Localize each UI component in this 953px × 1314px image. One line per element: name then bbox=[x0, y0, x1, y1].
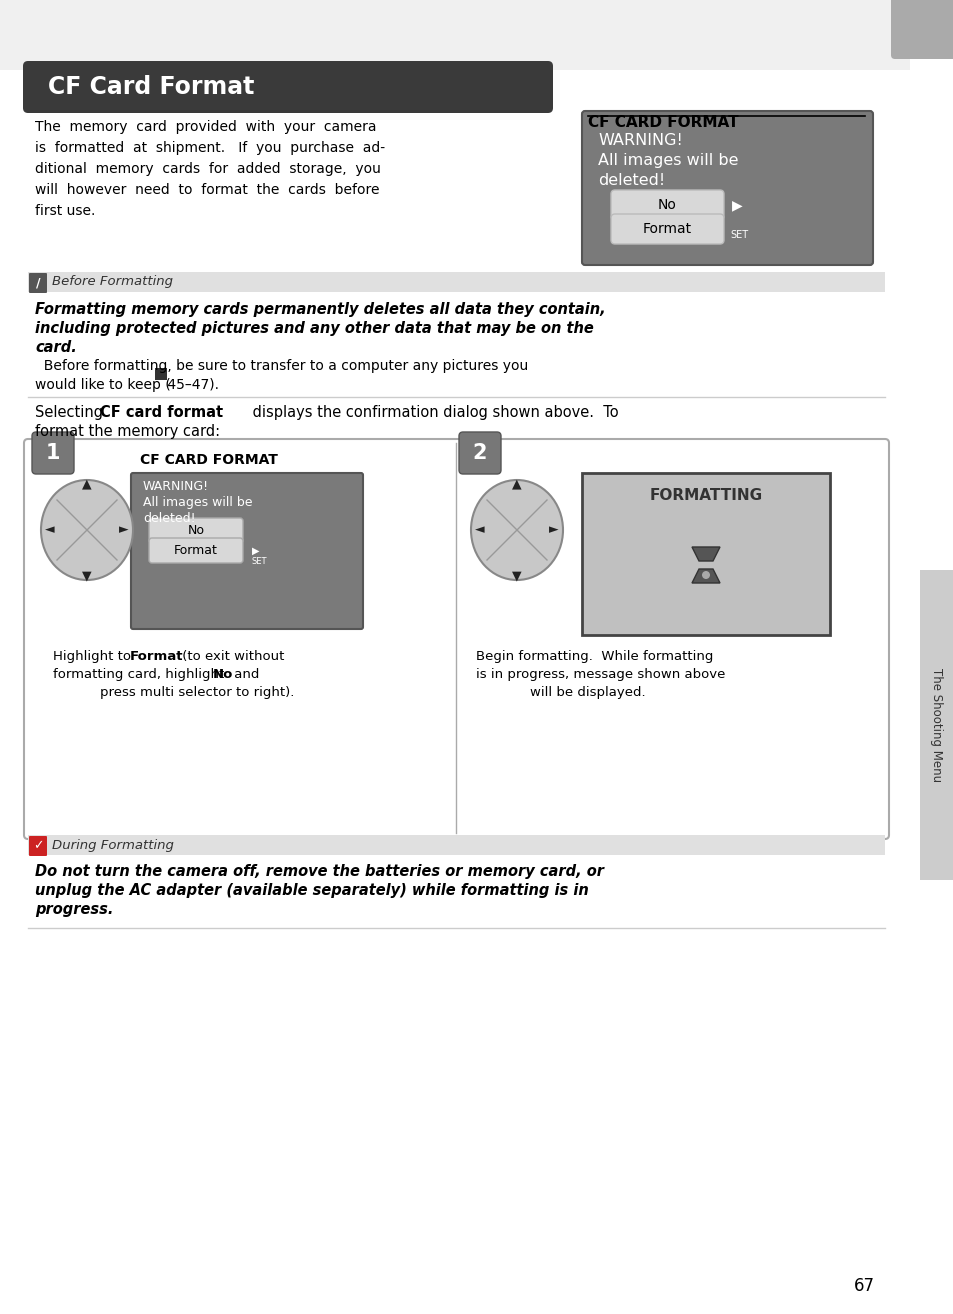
Text: SET: SET bbox=[729, 230, 747, 240]
Text: ▲: ▲ bbox=[82, 477, 91, 490]
Text: would like to keep (: would like to keep ( bbox=[35, 378, 171, 392]
Bar bbox=[28, 834, 884, 855]
Text: unplug the AC adapter (available separately) while formatting is in: unplug the AC adapter (available separat… bbox=[35, 883, 588, 897]
Text: 1: 1 bbox=[46, 443, 60, 463]
Text: Selecting: Selecting bbox=[35, 405, 108, 420]
Text: 45–47).: 45–47). bbox=[163, 378, 219, 392]
Text: During Formatting: During Formatting bbox=[52, 838, 173, 851]
Text: ▶: ▶ bbox=[731, 198, 741, 212]
Ellipse shape bbox=[41, 480, 132, 579]
Text: CF CARD FORMAT: CF CARD FORMAT bbox=[587, 116, 738, 130]
Text: will be displayed.: will be displayed. bbox=[530, 686, 645, 699]
Ellipse shape bbox=[471, 480, 562, 579]
Text: Before formatting, be sure to transfer to a computer any pictures you: Before formatting, be sure to transfer t… bbox=[35, 359, 528, 373]
FancyBboxPatch shape bbox=[24, 439, 888, 840]
Bar bbox=[28, 272, 884, 292]
Text: Format: Format bbox=[641, 222, 691, 237]
Text: formatting card, highlight: formatting card, highlight bbox=[53, 668, 229, 681]
Polygon shape bbox=[691, 547, 720, 561]
Bar bbox=[919, 570, 953, 880]
Text: ▶: ▶ bbox=[252, 547, 259, 556]
FancyBboxPatch shape bbox=[610, 191, 723, 219]
Text: card.: card. bbox=[35, 340, 76, 355]
Text: ▲: ▲ bbox=[512, 477, 521, 490]
FancyBboxPatch shape bbox=[149, 537, 243, 562]
Text: ►: ► bbox=[119, 523, 129, 536]
Text: WARNING!: WARNING! bbox=[598, 133, 682, 148]
Text: format the memory card:: format the memory card: bbox=[35, 424, 220, 439]
Text: Format: Format bbox=[130, 650, 183, 664]
Text: Begin formatting.  While formatting: Begin formatting. While formatting bbox=[476, 650, 713, 664]
Text: displays the confirmation dialog shown above.  To: displays the confirmation dialog shown a… bbox=[248, 405, 618, 420]
FancyBboxPatch shape bbox=[581, 473, 829, 635]
Text: press multi selector to right).: press multi selector to right). bbox=[100, 686, 294, 699]
FancyBboxPatch shape bbox=[458, 432, 500, 474]
Text: first use.: first use. bbox=[35, 204, 95, 218]
FancyBboxPatch shape bbox=[29, 273, 47, 293]
Text: is in progress, message shown above: is in progress, message shown above bbox=[476, 668, 724, 681]
FancyBboxPatch shape bbox=[29, 836, 47, 855]
Text: deleted!: deleted! bbox=[598, 173, 664, 188]
Text: ◄: ◄ bbox=[45, 523, 54, 536]
Text: No: No bbox=[188, 524, 204, 537]
Text: CF CARD FORMAT: CF CARD FORMAT bbox=[140, 453, 277, 466]
Text: ▼: ▼ bbox=[82, 569, 91, 582]
Text: All images will be: All images will be bbox=[598, 152, 738, 168]
Text: ditional  memory  cards  for  added  storage,  you: ditional memory cards for added storage,… bbox=[35, 162, 380, 176]
Text: 2: 2 bbox=[473, 443, 487, 463]
FancyBboxPatch shape bbox=[131, 473, 363, 629]
Bar bbox=[0, 0, 909, 70]
FancyBboxPatch shape bbox=[890, 0, 953, 59]
Text: (to exit without: (to exit without bbox=[178, 650, 284, 664]
Text: ◄: ◄ bbox=[475, 523, 484, 536]
Text: 67: 67 bbox=[853, 1277, 874, 1296]
FancyBboxPatch shape bbox=[32, 432, 74, 474]
FancyBboxPatch shape bbox=[149, 518, 243, 543]
Text: CF card format: CF card format bbox=[100, 405, 223, 420]
Text: Do not turn the camera off, remove the batteries or memory card, or: Do not turn the camera off, remove the b… bbox=[35, 865, 603, 879]
Text: will  however  need  to  format  the  cards  before: will however need to format the cards be… bbox=[35, 183, 379, 197]
Text: and: and bbox=[230, 668, 259, 681]
Text: Before Formatting: Before Formatting bbox=[52, 276, 172, 289]
Circle shape bbox=[701, 572, 709, 579]
Text: CF Card Format: CF Card Format bbox=[48, 75, 254, 99]
Text: ►: ► bbox=[549, 523, 558, 536]
Text: The  memory  card  provided  with  your  camera: The memory card provided with your camer… bbox=[35, 120, 376, 134]
FancyBboxPatch shape bbox=[23, 60, 553, 113]
Text: ✓: ✓ bbox=[32, 840, 43, 853]
Text: All images will be: All images will be bbox=[143, 495, 253, 509]
Text: The Shooting Menu: The Shooting Menu bbox=[929, 668, 943, 782]
FancyBboxPatch shape bbox=[581, 110, 872, 265]
Polygon shape bbox=[691, 569, 720, 583]
Text: FORMATTING: FORMATTING bbox=[649, 487, 761, 503]
Text: SET: SET bbox=[252, 557, 267, 566]
Text: is  formatted  at  shipment.   If  you  purchase  ad-: is formatted at shipment. If you purchas… bbox=[35, 141, 385, 155]
Text: No: No bbox=[213, 668, 233, 681]
FancyBboxPatch shape bbox=[154, 368, 167, 380]
FancyBboxPatch shape bbox=[610, 214, 723, 244]
Text: deleted!: deleted! bbox=[143, 512, 195, 526]
Text: WARNING!: WARNING! bbox=[143, 480, 209, 493]
Text: /: / bbox=[35, 276, 40, 289]
Text: progress.: progress. bbox=[35, 901, 113, 917]
Text: Formatting memory cards permanently deletes all data they contain,: Formatting memory cards permanently dele… bbox=[35, 302, 605, 317]
Text: Format: Format bbox=[173, 544, 217, 557]
Text: ▼: ▼ bbox=[512, 569, 521, 582]
Text: including protected pictures and any other data that may be on the: including protected pictures and any oth… bbox=[35, 321, 593, 336]
Text: No: No bbox=[657, 198, 676, 212]
Text: Highlight to: Highlight to bbox=[53, 650, 135, 664]
